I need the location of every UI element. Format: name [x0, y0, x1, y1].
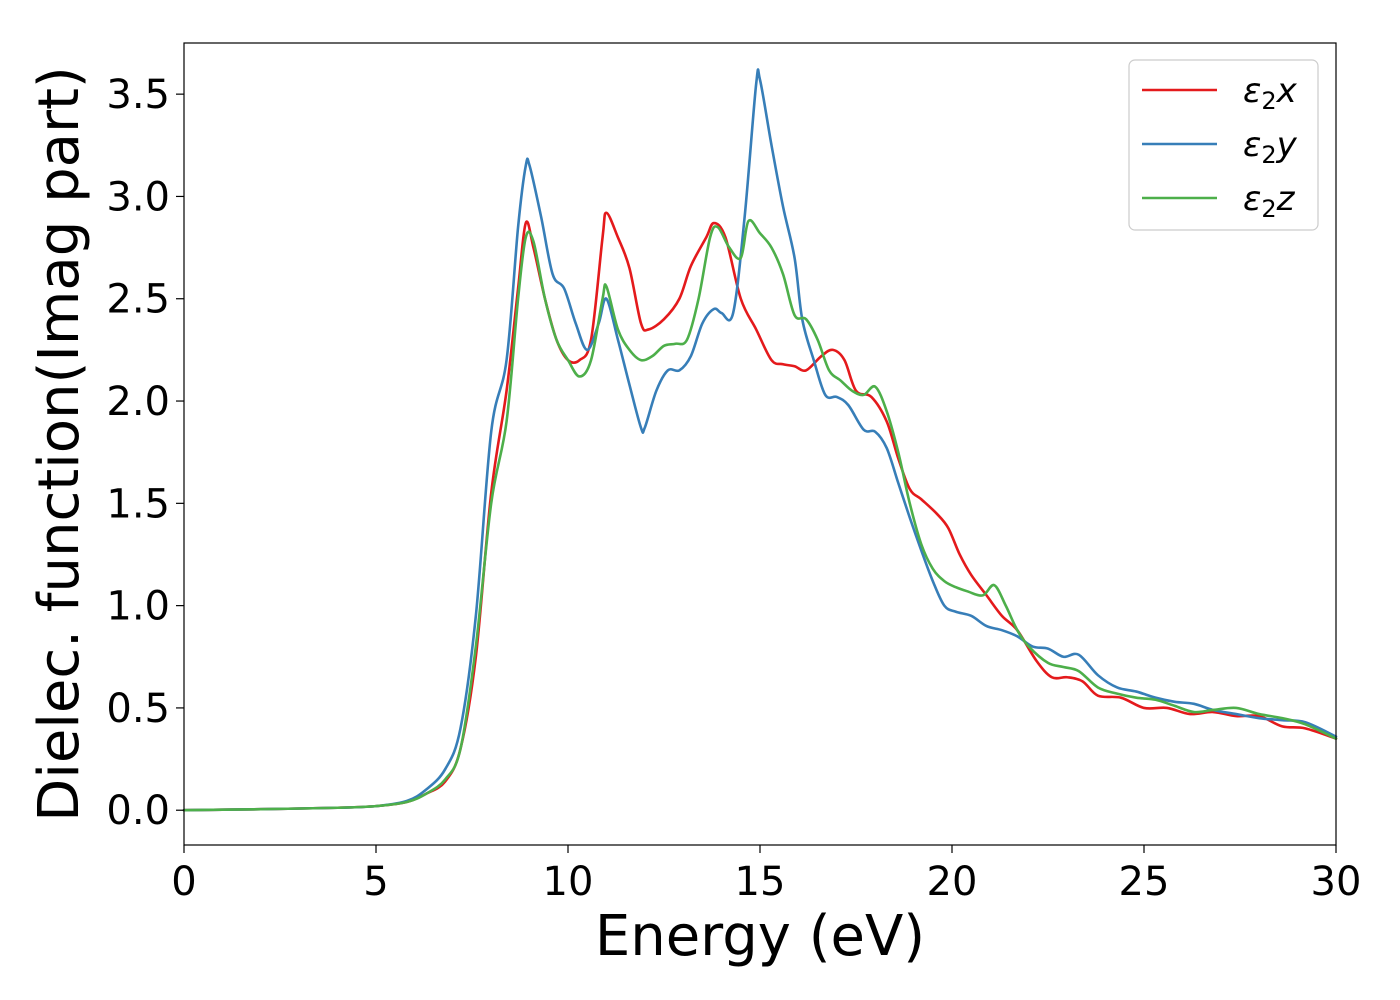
x-tick-label: 5 [363, 859, 388, 905]
x-tick-label: 15 [735, 859, 786, 905]
y-axis-title: Dielec. function(Imag part) [27, 66, 92, 822]
legend-label-z: ε2z [1243, 179, 1296, 223]
x-axis: 0 5 10 15 20 25 30 [171, 845, 1361, 905]
y-tick-label: 0.5 [106, 686, 170, 732]
y-tick-label: 0.0 [106, 788, 170, 834]
y-tick-label: 1.5 [106, 481, 170, 527]
x-tick-label: 10 [543, 859, 594, 905]
x-tick-label: 30 [1311, 859, 1362, 905]
series-line-z [182, 218, 1338, 812]
y-tick-label: 3.0 [106, 174, 170, 220]
y-tick-label: 2.0 [106, 379, 170, 425]
y-tick-label: 1.0 [106, 584, 170, 630]
x-tick-label: 0 [171, 859, 196, 905]
legend: ε2x ε2y ε2z [1128, 59, 1319, 231]
y-tick-label: 2.5 [106, 277, 170, 323]
x-tick-label: 25 [1119, 859, 1170, 905]
legend-label-y: ε2y [1243, 125, 1298, 169]
x-axis-title: Energy (eV) [595, 904, 925, 969]
series-line-x [182, 211, 1338, 812]
series-line-y [182, 68, 1338, 812]
y-axis: 0.0 0.5 1.0 1.5 2.0 2.5 3.0 3.5 [106, 72, 184, 834]
y-tick-label: 3.5 [106, 72, 170, 118]
series-layer [182, 68, 1338, 812]
x-tick-label: 20 [927, 859, 978, 905]
legend-box [1128, 59, 1319, 231]
legend-label-x: ε2x [1243, 71, 1298, 115]
